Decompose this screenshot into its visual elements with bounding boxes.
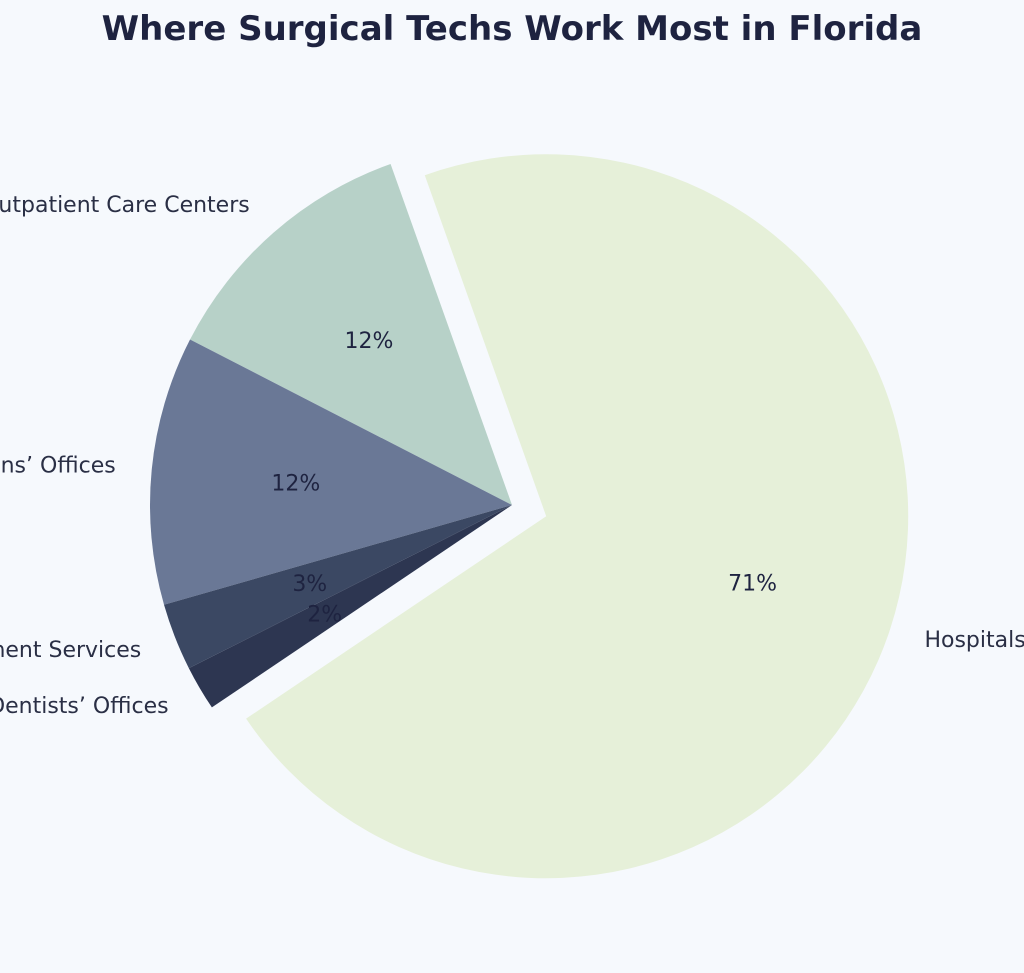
slice-labels: Hospitals Outpatient Care Centers Physicia… xyxy=(0,193,1024,719)
label-dentists-offices: Dentists’ Offices xyxy=(0,694,169,719)
pct-label-employment-services: 3% xyxy=(292,572,327,597)
slice-hospitals xyxy=(246,154,909,879)
chart-title: Where Surgical Techs Work Most in Florid… xyxy=(102,9,923,49)
pct-label-dentists-offices: 2% xyxy=(307,602,342,627)
pct-label-physicians-offices: 12% xyxy=(271,471,320,496)
slice-physicians-offices xyxy=(150,339,512,605)
percent-labels: 71% 12% 12% 3% 2% xyxy=(271,329,777,627)
label-hospitals: Hospitals xyxy=(924,628,1024,653)
slice-outpatient-care-centers xyxy=(190,163,513,505)
pct-label-hospitals: 71% xyxy=(728,572,777,597)
label-outpatient-care-centers: Outpatient Care Centers xyxy=(0,193,250,218)
pct-label-outpatient-care-centers: 12% xyxy=(344,329,393,354)
label-employment-services: Employment Services xyxy=(0,638,141,663)
slice-dentists-offices xyxy=(188,505,513,708)
label-physicians-offices: Physicians’ Offices xyxy=(0,454,116,479)
pie-slices xyxy=(150,154,909,879)
slice-employment-services xyxy=(164,505,513,669)
